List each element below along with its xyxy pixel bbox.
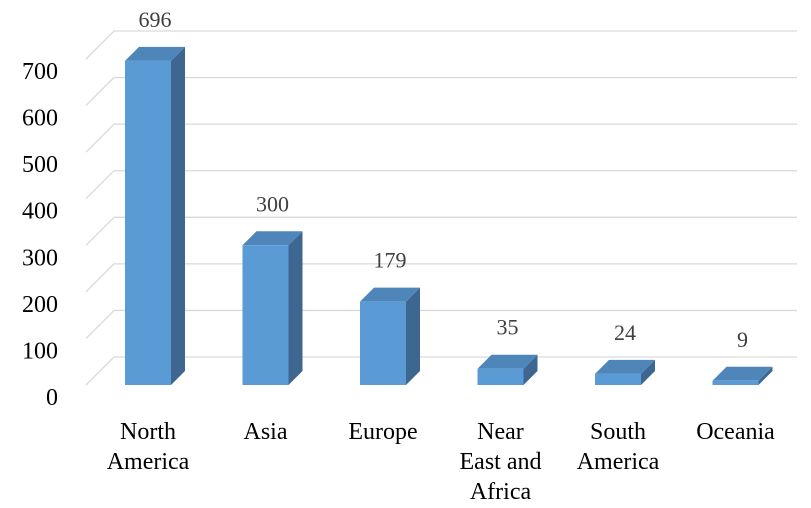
data-label: 24 <box>614 320 636 345</box>
data-label: 179 <box>374 248 407 273</box>
bars <box>125 46 773 385</box>
x-category-label-line: America <box>577 449 660 475</box>
data-label: 35 <box>497 315 519 340</box>
bar-front-face <box>360 301 406 385</box>
bar-front-face <box>712 380 759 385</box>
bar-front-face <box>477 368 524 385</box>
bar-side-face <box>641 359 655 385</box>
y-tick-label: 200 <box>22 292 58 318</box>
y-tick-label: 0 <box>46 385 58 411</box>
bar <box>712 366 773 385</box>
bar-side-face <box>758 366 773 385</box>
gridline <box>85 356 797 386</box>
gridline <box>85 123 797 153</box>
y-tick-label: 700 <box>22 59 58 85</box>
x-category-label-line: Africa <box>470 479 532 505</box>
gridline <box>85 309 797 339</box>
x-axis-category-labels: North America Asia Europe Near East and Africa… <box>107 419 775 505</box>
x-category-label-line: East and <box>460 449 542 475</box>
gridline <box>85 216 797 246</box>
x-category-label-line: South <box>590 419 646 445</box>
bar <box>125 46 185 385</box>
x-category-label: South America <box>577 419 660 475</box>
y-tick-label: 100 <box>22 338 58 364</box>
bar <box>477 354 538 385</box>
bar-side-face <box>523 354 538 385</box>
gridline <box>85 76 797 107</box>
x-category-label-line: America <box>107 449 190 475</box>
bar-side-face <box>171 46 185 385</box>
gridline <box>85 30 797 60</box>
data-label: 696 <box>139 7 172 32</box>
x-category-label: North America <box>107 419 190 475</box>
bar-front-face <box>242 245 289 385</box>
data-label: 300 <box>256 191 289 216</box>
bar <box>242 231 303 385</box>
x-category-label-line: Near <box>477 419 524 445</box>
bar-front-face <box>125 60 171 385</box>
y-tick-label: 300 <box>22 245 58 271</box>
gridlines <box>85 30 797 386</box>
gridline <box>85 170 797 200</box>
y-tick-label: 500 <box>22 152 58 178</box>
gridline <box>85 263 797 293</box>
bar-top-face <box>360 287 420 302</box>
x-category-label: Oceania <box>696 419 775 445</box>
y-tick-label: 600 <box>22 106 58 132</box>
x-category-label-line: Oceania <box>696 419 775 445</box>
bar-front-face <box>595 373 641 385</box>
y-axis-tick-labels: 0 100 200 300 400 500 600 700 <box>22 59 58 411</box>
bar-top-face <box>477 354 538 369</box>
bar <box>595 359 655 385</box>
bar-side-face <box>288 231 303 385</box>
bar-side-face <box>406 287 420 385</box>
x-category-label: Near East and Africa <box>460 419 542 505</box>
bar <box>360 287 420 385</box>
x-category-label: Europe <box>348 419 417 445</box>
bar-top-face <box>125 46 185 61</box>
x-category-label-line: Asia <box>244 419 288 445</box>
bar-top-face <box>242 231 303 246</box>
data-labels: 696 300 179 35 24 9 <box>139 7 749 352</box>
x-category-label: Asia <box>244 419 288 445</box>
bar-top-face <box>595 359 655 374</box>
x-category-label-line: North <box>120 419 176 445</box>
x-category-label-line: Europe <box>348 419 417 445</box>
bar-top-face <box>712 366 773 381</box>
y-tick-label: 400 <box>22 199 58 225</box>
data-label: 9 <box>737 327 748 352</box>
